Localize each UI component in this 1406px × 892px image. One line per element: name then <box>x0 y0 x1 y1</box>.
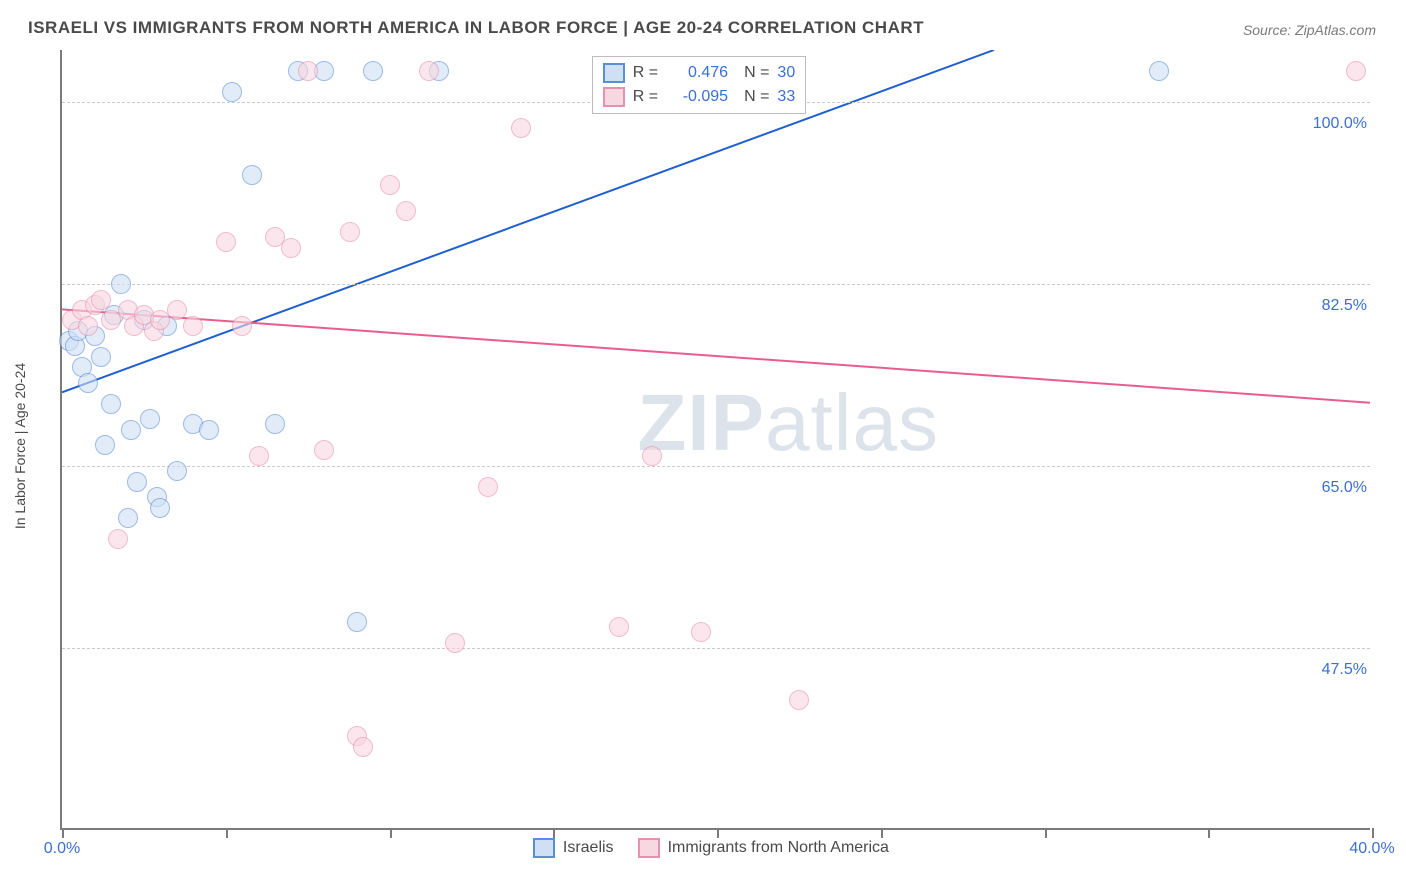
legend-n-label: N = <box>744 88 769 106</box>
watermark-atlas: atlas <box>765 378 939 467</box>
data-point <box>167 300 187 320</box>
data-point <box>127 472 147 492</box>
legend-label: Israelis <box>563 839 614 857</box>
legend-r-label: R = <box>633 88 658 106</box>
data-point <box>642 446 662 466</box>
data-point <box>140 409 160 429</box>
y-tick-label: 47.5% <box>1316 659 1373 681</box>
gridline <box>62 648 1370 649</box>
legend-r-value: 0.476 <box>666 64 728 82</box>
legend-r-value: -0.095 <box>666 88 728 106</box>
x-tick <box>553 828 555 838</box>
data-point <box>609 617 629 637</box>
data-point <box>353 737 373 757</box>
data-point <box>216 232 236 252</box>
data-point <box>199 420 219 440</box>
x-tick <box>390 828 392 838</box>
data-point <box>265 414 285 434</box>
data-point <box>249 446 269 466</box>
data-point <box>298 61 318 81</box>
legend-label: Immigrants from North America <box>668 839 889 857</box>
chart-frame: ISRAELI VS IMMIGRANTS FROM NORTH AMERICA… <box>0 0 1406 892</box>
legend-item: Israelis <box>533 838 614 858</box>
data-point <box>396 201 416 221</box>
gridline <box>62 284 1370 285</box>
legend-row: R = -0.095 N = 33 <box>603 85 795 109</box>
legend-r-label: R = <box>633 64 658 82</box>
x-tick <box>1045 828 1047 838</box>
x-tick <box>1372 828 1374 838</box>
legend-row: R = 0.476 N = 30 <box>603 61 795 85</box>
data-point <box>111 274 131 294</box>
data-point <box>108 529 128 549</box>
y-tick-label: 82.5% <box>1316 295 1373 317</box>
data-point <box>91 290 111 310</box>
data-point <box>150 498 170 518</box>
y-tick-label: 65.0% <box>1316 477 1373 499</box>
legend-n-value: 33 <box>777 88 795 106</box>
data-point <box>691 622 711 642</box>
x-tick <box>1208 828 1210 838</box>
data-point <box>232 316 252 336</box>
data-point <box>419 61 439 81</box>
chart-title: ISRAELI VS IMMIGRANTS FROM NORTH AMERICA… <box>28 18 924 38</box>
data-point <box>281 238 301 258</box>
legend-item: Immigrants from North America <box>638 838 889 858</box>
legend-swatch <box>603 63 625 83</box>
data-point <box>121 420 141 440</box>
data-point <box>118 508 138 528</box>
data-point <box>101 394 121 414</box>
series-legend: Israelis Immigrants from North America <box>533 838 889 858</box>
x-tick-label: 0.0% <box>44 840 80 858</box>
x-tick <box>881 828 883 838</box>
trend-line <box>62 309 1370 402</box>
y-axis-label: In Labor Force | Age 20-24 <box>12 363 28 529</box>
gridline <box>62 466 1370 467</box>
watermark: ZIPatlas <box>638 377 939 469</box>
data-point <box>242 165 262 185</box>
data-point <box>340 222 360 242</box>
plot-area: ZIPatlas 47.5%65.0%82.5%100.0%0.0%40.0%R… <box>60 50 1370 830</box>
legend-swatch <box>533 838 555 858</box>
legend-n-value: 30 <box>777 64 795 82</box>
legend-swatch <box>638 838 660 858</box>
data-point <box>1149 61 1169 81</box>
data-point <box>78 316 98 336</box>
data-point <box>1346 61 1366 81</box>
data-point <box>789 690 809 710</box>
x-tick <box>226 828 228 838</box>
legend-swatch <box>603 87 625 107</box>
data-point <box>363 61 383 81</box>
data-point <box>78 373 98 393</box>
correlation-legend: R = 0.476 N = 30 R = -0.095 N = 33 <box>592 56 806 114</box>
data-point <box>183 316 203 336</box>
data-point <box>347 612 367 632</box>
data-point <box>314 440 334 460</box>
data-point <box>380 175 400 195</box>
data-point <box>222 82 242 102</box>
legend-n-label: N = <box>744 64 769 82</box>
data-point <box>445 633 465 653</box>
x-tick-label: 40.0% <box>1349 840 1394 858</box>
data-point <box>478 477 498 497</box>
data-point <box>91 347 111 367</box>
data-point <box>167 461 187 481</box>
data-point <box>95 435 115 455</box>
x-tick <box>62 828 64 838</box>
y-tick-label: 100.0% <box>1307 113 1373 135</box>
x-tick <box>717 828 719 838</box>
data-point <box>511 118 531 138</box>
source-credit: Source: ZipAtlas.com <box>1243 22 1376 38</box>
